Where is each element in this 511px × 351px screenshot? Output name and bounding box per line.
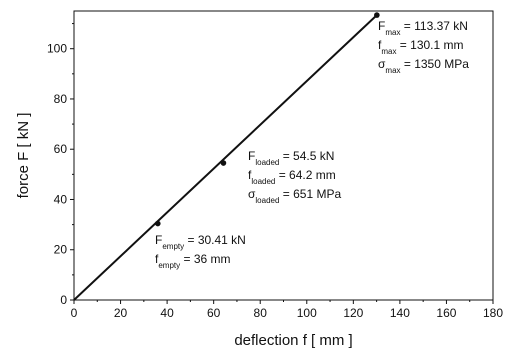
annotation-line: fempty = 36 mm [155, 252, 231, 270]
data-point [155, 220, 161, 227]
annotation-line: Floaded = 54.5 kN [248, 149, 334, 167]
annotation-line: σloaded = 651 MPa [248, 187, 341, 205]
data-point [220, 160, 227, 166]
x-tick-label: 180 [483, 306, 503, 320]
series-layer [73, 14, 378, 301]
annotation-line: Fempty = 30.41 kN [155, 233, 246, 251]
annotation-line: σmax = 1350 MPa [378, 57, 469, 75]
y-tick-label: 0 [60, 293, 67, 307]
x-tick-label: 60 [207, 306, 221, 320]
x-tick-label: 20 [114, 306, 128, 320]
points-layer [155, 12, 380, 227]
annotation-line: Fmax = 113.37 kN [378, 19, 468, 37]
x-tick-label: 140 [390, 306, 410, 320]
series-line [73, 14, 378, 301]
y-tick-label: 100 [47, 42, 67, 56]
y-axis-ticks: 0 20 40 60 80 100 [47, 23, 74, 307]
data-point [374, 12, 380, 18]
x-axis-ticks: 0 20 40 60 80 100 120 140 160 180 [71, 300, 503, 320]
x-tick-label: 40 [160, 306, 174, 320]
x-tick-label: 0 [71, 306, 78, 320]
y-tick-label: 40 [54, 192, 68, 206]
y-axis-label: force F [ kN ] [15, 113, 32, 199]
y-tick-label: 20 [54, 243, 68, 257]
x-tick-label: 160 [436, 306, 456, 320]
y-tick-label: 80 [54, 92, 68, 106]
x-tick-label: 120 [343, 306, 363, 320]
x-axis-label: deflection f [ mm ] [234, 332, 352, 349]
x-tick-label: 80 [254, 306, 268, 320]
y-tick-label: 60 [54, 142, 68, 156]
annotation-line: fmax = 130.1 mm [378, 38, 464, 56]
x-tick-label: 100 [297, 306, 317, 320]
annotation-line: floaded = 64.2 mm [248, 168, 336, 186]
